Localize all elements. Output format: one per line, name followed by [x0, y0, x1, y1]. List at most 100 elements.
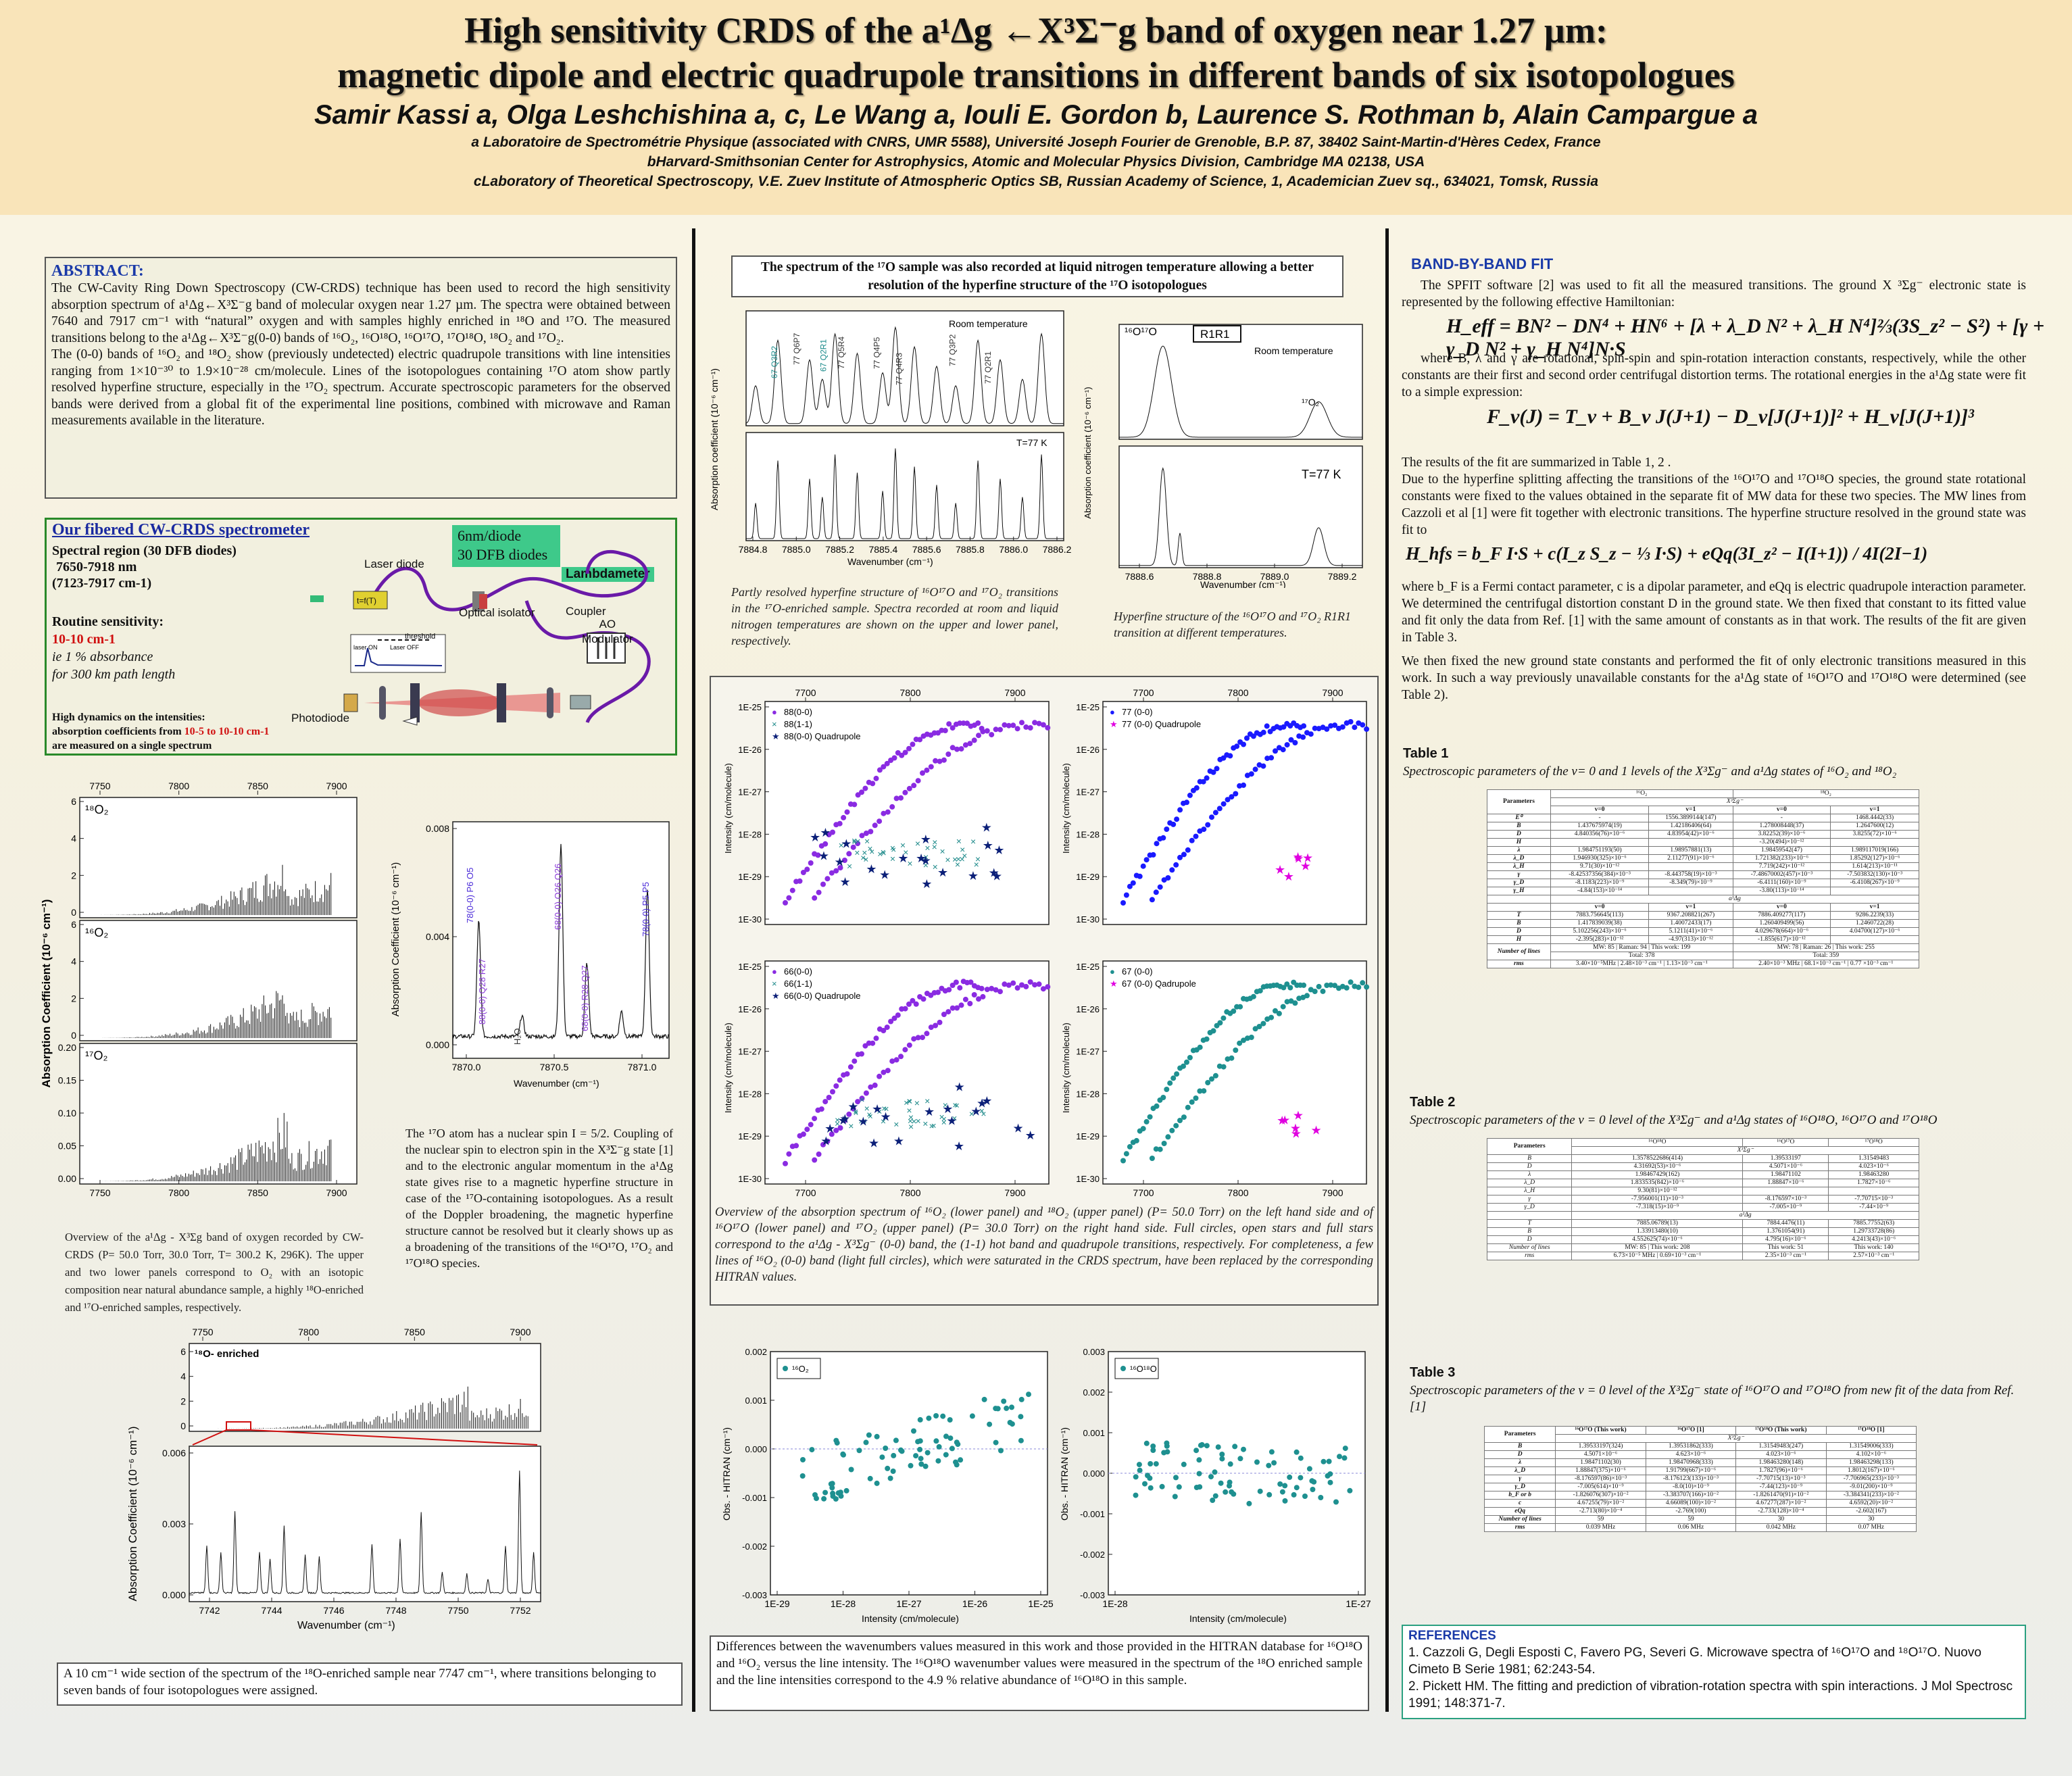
scatter-main-band-point	[915, 1035, 921, 1041]
zoom-y-title: Absorption Coefficient (10⁻⁶ cm⁻¹)	[390, 862, 401, 1017]
intensity-scatter-svg: 1E-25 1E-26 1E-27 1E-28 1E-29 1E-30 7700 7800 79…	[723, 687, 1370, 1213]
table-cell: 30	[1825, 1515, 1917, 1524]
scatter-legend-symbol: ●	[1110, 707, 1115, 717]
scatter-hot-band-point: ×	[891, 844, 896, 855]
intensity-overview-box: 1E-25 1E-26 1E-27 1E-28 1E-29 1E-30 7700 7800 79…	[710, 676, 1379, 1306]
scatter-y-title: Intensity (cm/molecule)	[1061, 763, 1071, 854]
scatter-hot-band-point: ×	[908, 1116, 913, 1127]
hfr-x-tick-label: 7888.8	[1193, 571, 1222, 582]
residual-point	[799, 1473, 806, 1479]
table-row: Number of lines MW: 85 | Raman: 94 | This…	[1487, 943, 1920, 960]
badge-line-1: 6nm/diode	[458, 527, 522, 544]
overview-panel-label: ¹⁸O₂	[85, 803, 109, 816]
table-cell: 4.04700(127)×10⁻⁶	[1830, 927, 1919, 936]
scatter-main-band-point	[1328, 982, 1334, 988]
table-row: λ_H 9.71(30)×10⁻¹² 7.719(242)×10⁻¹² 1.614(2…	[1487, 862, 1919, 871]
table-cell: ¹⁷O¹⁸O (This work)	[1735, 1426, 1827, 1435]
table-cell: -7.956001(11)×10⁻³	[1571, 1195, 1744, 1204]
hfl-peak-label: 77 Q4P5	[872, 337, 881, 369]
table-cell: 4.5071×10⁻⁶	[1555, 1450, 1646, 1459]
table-cell: λ_H	[1486, 1187, 1573, 1195]
scatter-main-band-point	[846, 1111, 852, 1117]
residual-panel-frame	[770, 1351, 1048, 1596]
scatter-main-band-point	[1153, 1146, 1159, 1152]
scatter-main-band-point	[954, 1005, 960, 1011]
scatter-bottom-x-tick-label: 7700	[1133, 1187, 1154, 1198]
scatter-quadrupole-point: ★	[920, 833, 931, 846]
dynamics-line-3: are measured on a single spectrum	[52, 740, 212, 751]
scatter-quadrupole-point: ★	[921, 877, 932, 891]
scatter-quadrupole-point: ★	[1283, 870, 1294, 883]
wide-y-title: Absorption Coefficient (10⁻⁶ cm⁻¹)	[126, 1427, 139, 1602]
overview-panel-frame	[79, 797, 357, 918]
table-cell: -7.48670002(457)×10⁻³	[1732, 870, 1831, 879]
scatter-hot-band-point: ×	[908, 1112, 914, 1123]
residual-y-tick-label: -0.002	[1080, 1550, 1105, 1560]
hfl-room-temperature-spectrum	[745, 326, 1064, 426]
scatter-main-band-point	[1143, 857, 1150, 863]
table-cell: 1.98463280(148)	[1735, 1458, 1827, 1467]
table-cell: H	[1487, 838, 1551, 847]
residual-point	[1287, 1474, 1293, 1480]
scatter-quadrupole-point: ★	[1302, 852, 1313, 865]
table-cell: D	[1487, 927, 1551, 936]
table-2: Parameters ¹⁶O¹⁸O ¹⁶O¹⁷O ¹⁷O¹⁸O X³Σg⁻ B 1.3578…	[1486, 1138, 1919, 1260]
table-cell: 1.7827(96)×10⁻⁶	[1735, 1466, 1827, 1475]
residual-point	[1210, 1498, 1216, 1503]
table-cell: 9286.2239(33)	[1830, 911, 1919, 920]
hfl-x-tick-label: 7885.8	[956, 544, 985, 555]
table-cell: D	[1487, 830, 1551, 839]
table-cell: -7.318(15)×10⁻⁹	[1571, 1203, 1744, 1212]
scatter-y-tick-label: 1E-28	[1076, 1089, 1100, 1099]
table-row: Number of lines MW: 85 | This work: 208 Th…	[1486, 1243, 1919, 1252]
table-cell: γ_D	[1483, 1483, 1556, 1491]
scatter-main-band-point	[859, 1095, 865, 1102]
fit-paragraph-3: The results of the fit are summarized in…	[1402, 455, 1671, 470]
scatter-main-band-point	[885, 1068, 891, 1074]
scatter-main-band-point	[1292, 1000, 1298, 1006]
scatter-hot-band-point: ×	[974, 859, 979, 870]
table-cell: 1.39533197(324)	[1555, 1442, 1646, 1451]
table-row: λ 1.984751193(50) 1.98957881(13) 1.98459542…	[1487, 846, 1919, 855]
residual-point	[1143, 1440, 1150, 1446]
scatter-main-band-point	[800, 1131, 806, 1137]
scatter-main-band-point	[1204, 1036, 1210, 1042]
residual-point	[1266, 1491, 1273, 1498]
table-cell: -6.4111(160)×10⁻⁹	[1732, 879, 1831, 887]
zoom-peak-label: 78(0-0) P6 O5	[465, 868, 475, 923]
table-row: T 7883.756645(113) 9367.208821(267) 7886.40…	[1487, 911, 1919, 920]
scatter-main-band-point	[877, 1073, 883, 1079]
scatter-main-band-point	[1231, 1008, 1237, 1014]
residual-point	[1007, 1420, 1013, 1425]
residual-point	[883, 1446, 889, 1451]
residual-y-tick-label: 0.000	[1083, 1469, 1105, 1479]
scatter-hot-band-point: ×	[906, 1095, 912, 1106]
scatter-main-band-point	[976, 733, 981, 739]
scatter-main-band-point	[870, 1040, 876, 1046]
poster-header: High sensitivity CRDS of the a¹Δg ←X³Σ⁻g…	[0, 0, 2072, 215]
scatter-hot-band-point: ×	[962, 850, 967, 861]
scatter-hot-band-point: ×	[881, 1116, 886, 1127]
table-cell: ¹⁶O¹⁷O (This work)	[1555, 1426, 1646, 1435]
table-cell: Number of lines	[1486, 1243, 1573, 1252]
scatter-main-band-point	[1032, 720, 1038, 726]
residual-point	[1347, 1487, 1353, 1494]
overview-spectrum-lines	[102, 991, 332, 1038]
table-cell: 5.102256(243)×10⁻⁶	[1550, 927, 1650, 936]
overview-panel-y-tick-label: 2	[71, 993, 76, 1004]
scatter-main-band-point	[1181, 1063, 1186, 1069]
table-row: B 1.3578522686(414) 1.39533197 1.31549483	[1486, 1154, 1919, 1163]
table-cell: 2.11277(91)×10⁻⁶	[1648, 854, 1733, 863]
scatter-main-band-point	[1140, 1126, 1146, 1132]
scatter-main-band-point	[997, 726, 1003, 733]
residual-point	[947, 1435, 954, 1441]
table-cell: λ	[1483, 1458, 1556, 1467]
scatter-main-band-point	[859, 789, 864, 795]
scatter-main-band-point	[957, 985, 963, 991]
scatter-main-band-point	[1189, 1099, 1195, 1105]
table-1-caption: Spectroscopic parameters of the v= 0 and…	[1403, 764, 1897, 779]
scatter-hot-band-point: ×	[955, 859, 960, 870]
residual-point	[890, 1469, 896, 1474]
scatter-main-band-point	[1237, 1040, 1243, 1046]
table-cell: 2.57×10⁻³ cm⁻¹	[1828, 1252, 1919, 1260]
